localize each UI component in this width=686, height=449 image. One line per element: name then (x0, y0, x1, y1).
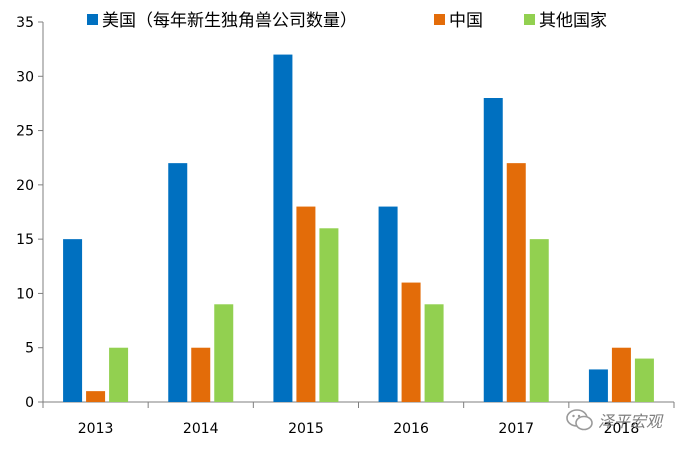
bar (191, 347, 211, 402)
x-axis: 2013 2014 2015 2016 2017 2018 (42, 401, 675, 437)
bar (588, 369, 608, 402)
legend-swatch (434, 14, 445, 25)
bar (214, 304, 234, 402)
bars (63, 54, 654, 402)
y-tick-label: 35 (16, 15, 34, 31)
y-tick-label: 10 (16, 286, 34, 302)
y-tick-label: 30 (16, 69, 34, 85)
bar (63, 239, 83, 402)
bar (273, 54, 293, 402)
y-tick-label: 0 (25, 395, 34, 411)
bar (611, 347, 631, 402)
legend: 美国（每年新生独角兽公司数量） 中国 其他国家 (87, 11, 607, 31)
x-tick-label: 2016 (393, 421, 429, 437)
legend-label: 中国 (449, 11, 483, 31)
y-tick-label: 25 (16, 124, 34, 140)
watermark: 泽平宏观 (566, 407, 662, 433)
bar (168, 163, 188, 402)
wechat-icon (566, 409, 593, 431)
bar (296, 206, 316, 402)
x-tick-label: 2015 (288, 421, 324, 437)
bar (109, 347, 129, 402)
x-tick-label: 2013 (78, 421, 114, 437)
bar (483, 98, 503, 402)
x-tick-label: 2018 (604, 421, 640, 437)
bar (401, 282, 421, 402)
bar (378, 206, 398, 402)
y-tick-label: 5 (25, 341, 34, 357)
legend-swatch (524, 14, 535, 25)
y-tick-label: 15 (16, 232, 34, 248)
legend-label: 其他国家 (539, 11, 607, 31)
y-tick-label: 20 (16, 178, 34, 194)
bar (86, 391, 106, 402)
x-tick-label: 2014 (183, 421, 219, 437)
x-tick-label: 2017 (498, 421, 534, 437)
legend-label: 美国（每年新生独角兽公司数量） (102, 11, 357, 31)
legend-swatch (87, 14, 98, 25)
bar (506, 163, 526, 402)
y-axis: 0 5 10 15 20 25 30 35 (16, 15, 44, 411)
bar (319, 228, 339, 402)
watermark-text: 泽平宏观 (598, 412, 663, 431)
bar (529, 239, 549, 402)
bar (424, 304, 444, 402)
bar (634, 358, 654, 402)
